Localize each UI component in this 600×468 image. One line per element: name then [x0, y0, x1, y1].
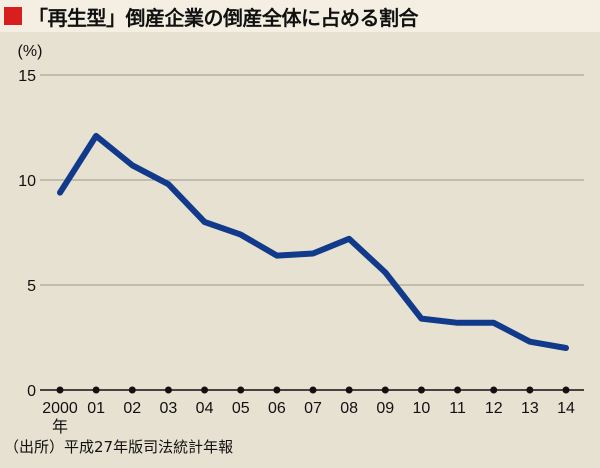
series-line	[57, 132, 569, 351]
x-tick-label-12: 12	[485, 400, 503, 417]
data-point-05	[238, 232, 243, 237]
x-tick-dot-08	[345, 386, 353, 394]
data-point-07	[311, 251, 315, 256]
x-tick-label-05: 05	[232, 400, 250, 417]
x-tick-label-14: 14	[557, 400, 575, 417]
data-point-01	[94, 133, 99, 138]
y-tick-label-10: 10	[18, 173, 36, 190]
data-point-11	[455, 320, 460, 325]
x-tick-dot-02	[128, 386, 136, 394]
x-tick-label-03: 03	[160, 400, 178, 417]
data-point-06	[274, 253, 279, 258]
y-tick-label-5: 5	[27, 278, 36, 295]
title-marker-icon	[4, 7, 22, 25]
x-tick-label-13: 13	[521, 400, 539, 417]
data-point-02	[130, 163, 135, 168]
y-axis-unit-label: (%)	[18, 43, 43, 60]
x-tick-dot-13	[526, 386, 534, 394]
data-point-10	[419, 316, 424, 321]
x-tick-label-08: 08	[340, 400, 358, 417]
x-tick-dot-09	[381, 386, 389, 394]
x-tick-label-07: 07	[304, 400, 322, 417]
chart-panel	[0, 32, 600, 468]
x-tick-dot-05	[237, 386, 245, 394]
data-point-04	[202, 220, 207, 224]
y-tick-label-15: 15	[18, 68, 36, 85]
data-point-12	[491, 320, 496, 325]
data-point-13	[527, 339, 532, 344]
data-point-09	[383, 270, 388, 275]
x-tick-dot-12	[490, 386, 498, 394]
x-tick-label-10: 10	[413, 400, 431, 417]
x-tick-label-02: 02	[123, 400, 141, 417]
x-tick-label-11: 11	[449, 400, 466, 417]
chart-title: 「再生型」倒産企業の倒産全体に占める割合	[28, 5, 419, 30]
x-tick-dot-03	[164, 386, 172, 394]
x-tick-dot-06	[273, 386, 281, 394]
x-tick-label-04: 04	[196, 400, 214, 417]
x-tick-dot-04	[201, 386, 209, 394]
x-tick-label-01: 01	[87, 400, 105, 417]
source-note: （出所）平成27年版司法統計年報	[4, 438, 234, 456]
x-tick-dot-07	[309, 386, 317, 394]
x-tick-label-09: 09	[376, 400, 394, 417]
x-tick-dot-01	[92, 386, 100, 394]
x-tick-label-2000: 2000	[42, 400, 78, 417]
y-tick-label-0: 0	[27, 383, 36, 400]
data-point-08	[347, 236, 352, 241]
x-tick-dot-10	[417, 386, 425, 394]
data-point-03	[166, 182, 171, 187]
x-tick-dot-2000	[56, 386, 64, 394]
data-point-2000	[58, 190, 62, 195]
x-tick-year-suffix: 年	[52, 418, 68, 436]
data-point-14	[564, 346, 568, 350]
title-bar: 「再生型」倒産企業の倒産全体に占める割合	[0, 0, 600, 32]
x-tick-label-06: 06	[268, 400, 286, 417]
x-tick-dot-14	[562, 386, 570, 394]
x-tick-dot-11	[454, 386, 462, 394]
